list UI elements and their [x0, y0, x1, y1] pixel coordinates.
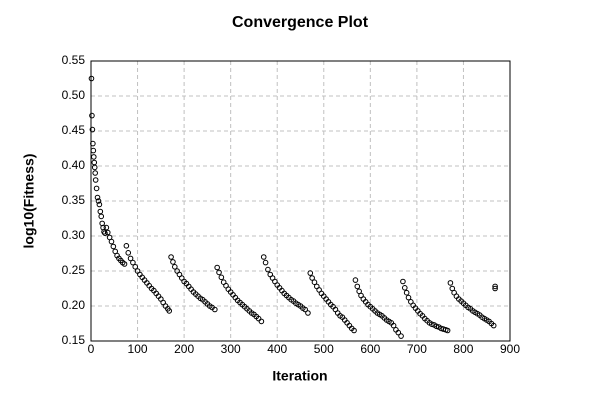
x-tick-label: 300: [221, 342, 241, 356]
x-axis-title: Iteration: [272, 368, 327, 384]
point: [216, 269, 222, 276]
point: [260, 254, 267, 260]
plot-frame: [90, 60, 511, 342]
point: [354, 283, 361, 290]
point: [444, 327, 451, 334]
y-tick-label: 0.30: [62, 228, 86, 242]
y-tick-label: 0.20: [62, 298, 86, 312]
point: [95, 198, 102, 204]
point: [311, 279, 318, 286]
point: [96, 201, 103, 208]
point: [170, 259, 176, 265]
point: [125, 250, 132, 256]
point: [309, 275, 315, 281]
point: [302, 306, 308, 313]
point: [265, 266, 271, 273]
y-tick-label: 0.15: [62, 333, 86, 347]
point: [98, 213, 105, 220]
point: [104, 229, 111, 236]
y-tick-label: 0.40: [62, 158, 86, 172]
point: [433, 323, 440, 330]
y-tick-label: 0.35: [62, 193, 86, 207]
point: [390, 322, 397, 329]
x-tick-label: 500: [314, 342, 334, 356]
point: [218, 274, 225, 281]
y-tick-label: 0.45: [62, 123, 86, 137]
x-tick-label: 900: [500, 342, 520, 356]
point: [492, 285, 498, 292]
point: [110, 243, 117, 250]
point: [92, 177, 99, 183]
y-tick-label: 0.55: [62, 53, 86, 67]
point: [90, 140, 96, 147]
point: [352, 277, 359, 283]
point: [212, 306, 218, 313]
point: [447, 280, 454, 286]
point: [403, 289, 410, 296]
x-tick-label: 200: [174, 342, 194, 356]
point: [103, 224, 110, 231]
point: [123, 243, 130, 249]
point: [492, 283, 498, 290]
x-tick-label: 400: [267, 342, 287, 356]
point: [214, 264, 220, 271]
point: [94, 194, 101, 201]
y-tick-label: 0.50: [62, 88, 86, 102]
point: [121, 261, 128, 267]
x-tick-label: 700: [407, 342, 427, 356]
point: [132, 264, 139, 270]
point: [91, 164, 98, 171]
point: [93, 185, 100, 192]
point: [400, 278, 406, 285]
point: [168, 254, 174, 260]
point: [172, 264, 178, 270]
point: [428, 321, 435, 328]
point: [258, 318, 265, 325]
point: [89, 112, 95, 119]
point: [307, 270, 314, 276]
y-axis-title: log10(Fitness): [21, 154, 37, 249]
x-tick-label: 600: [360, 342, 380, 356]
point: [127, 255, 134, 262]
point: [92, 170, 98, 176]
point: [405, 294, 412, 301]
x-tick-label: 800: [453, 342, 473, 356]
point: [305, 310, 311, 316]
point: [108, 238, 115, 245]
x-tick-label: 0: [88, 342, 95, 356]
point: [255, 315, 262, 322]
point: [90, 147, 97, 154]
point: [130, 259, 136, 266]
y-tick-label: 0.25: [62, 263, 86, 277]
point: [395, 329, 402, 336]
chart-title: Convergence Plot: [232, 14, 369, 31]
point: [89, 126, 96, 133]
point: [166, 308, 173, 314]
point: [102, 230, 108, 236]
point: [401, 285, 408, 291]
point: [88, 75, 95, 82]
point: [398, 333, 404, 339]
point: [90, 154, 97, 160]
x-tick-label: 100: [128, 342, 148, 356]
point: [490, 322, 497, 329]
point: [351, 327, 357, 334]
point: [262, 259, 269, 266]
